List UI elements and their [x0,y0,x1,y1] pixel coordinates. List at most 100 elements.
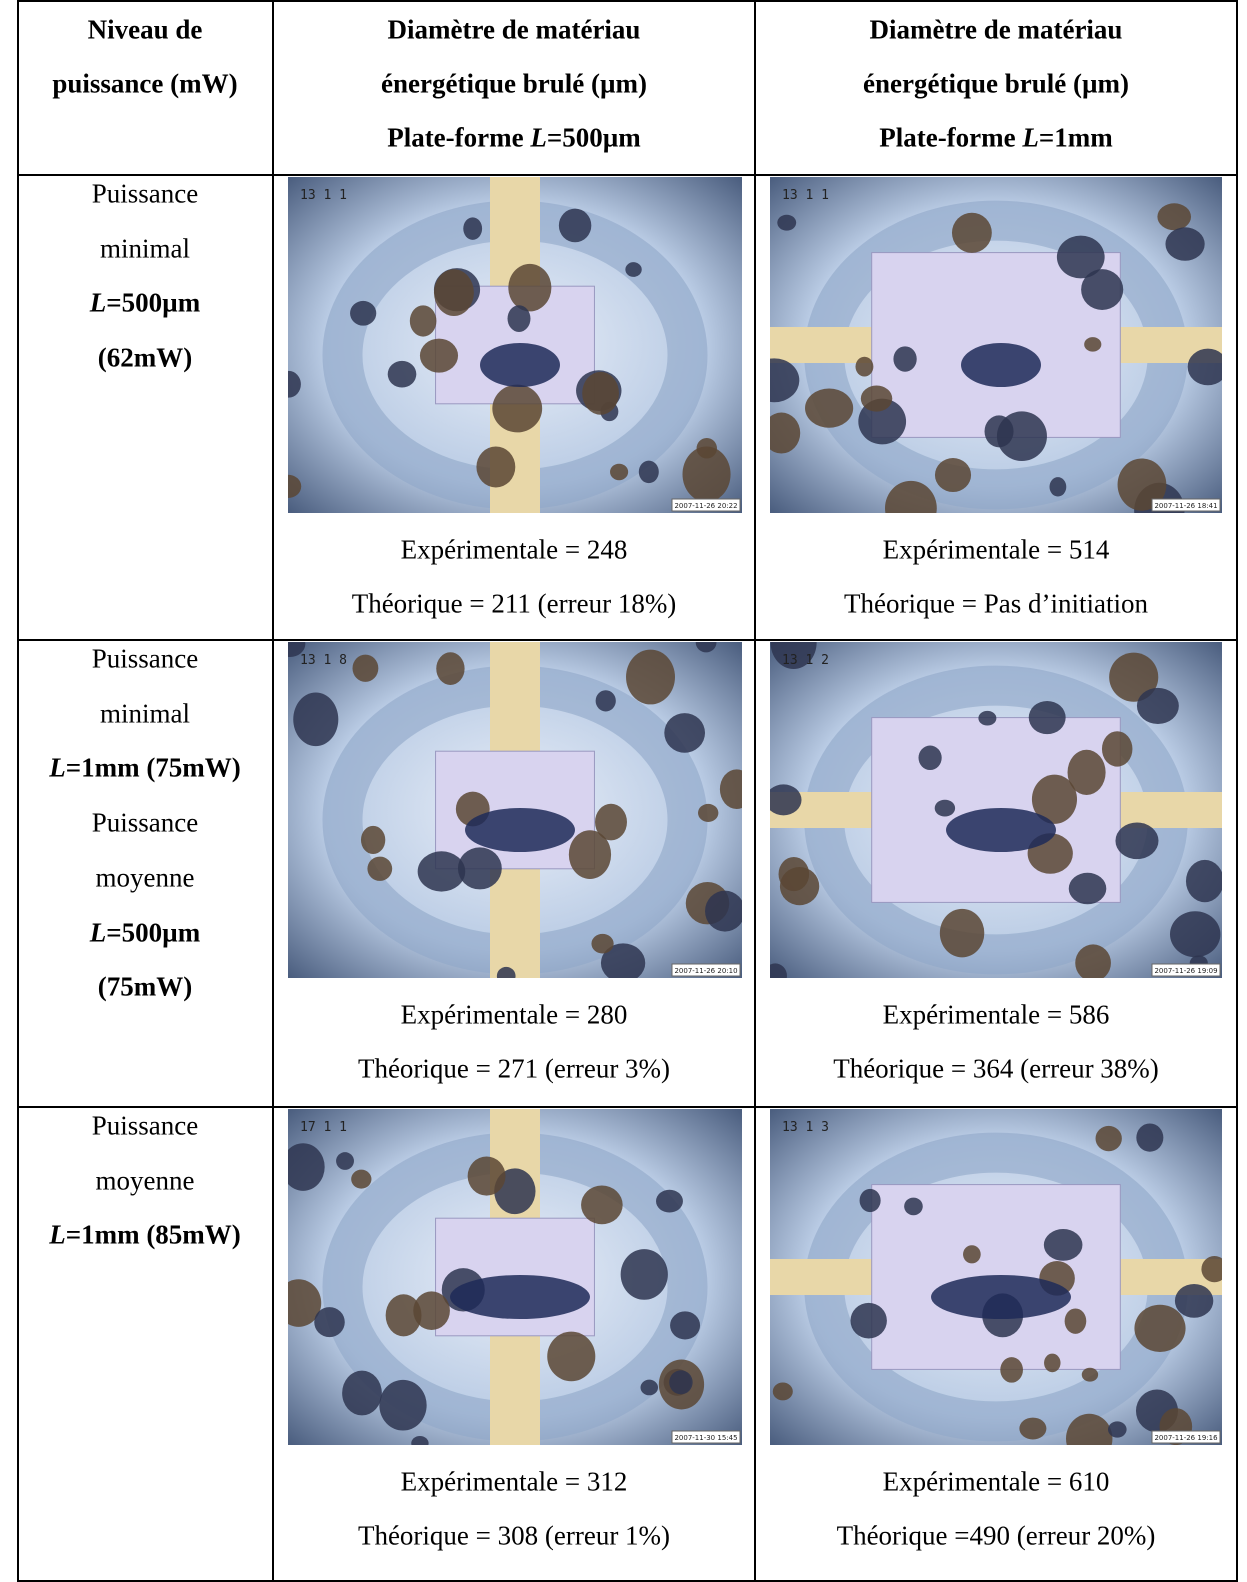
image-id: 17 1 1 [300,1120,347,1135]
particle [1031,774,1078,824]
particle [779,867,820,906]
particle [467,1156,506,1196]
text-line: Expérimentale = 280 [400,999,628,1030]
particle [1095,1125,1122,1152]
particle [457,847,502,890]
particle [1134,1304,1186,1352]
particle [1066,1413,1113,1445]
timestamp: 2007-11-26 19:09 [1154,967,1217,975]
particle [1117,458,1167,511]
particle [496,966,516,978]
particle [770,784,802,816]
burn-mark [931,1275,1071,1319]
table-border [1236,1,1238,1582]
text-line: Puissance [91,1110,199,1141]
text: =500µm [106,287,201,318]
text: L [89,917,107,947]
particle [656,1189,683,1213]
particle [705,890,742,932]
particle [670,1311,701,1340]
particle [682,446,731,502]
table-border [17,174,1238,176]
particle [859,1188,881,1213]
image-id: 13 1 1 [300,188,347,203]
text: =1mm (75mW) [65,752,241,783]
particle [581,1185,623,1225]
text-line: Diamètre de matériau [387,14,641,45]
text: Plate-forme [879,122,1023,153]
particle [1075,944,1111,978]
text-line: (75mW) [97,971,193,1002]
particle [918,745,942,771]
micrograph: 13 1 2 2007-11-26 19:09 [770,642,1222,978]
particle [934,458,972,493]
particle [288,642,306,657]
particle [463,217,483,240]
particle [568,830,612,879]
particle [314,1307,345,1338]
particle [582,371,619,415]
text-line: Expérimentale = 514 [882,534,1110,565]
particle [939,908,985,958]
particle [288,1279,322,1327]
particle [777,214,797,231]
text-line: (62mW) [97,342,193,373]
particle [1081,1367,1099,1382]
text: =500µm [546,122,641,153]
particle [1019,1417,1047,1440]
timestamp: 2007-11-26 20:22 [674,502,737,510]
particle [417,851,466,892]
text: =1mm (85mW) [65,1219,241,1250]
particle [805,388,854,428]
text: =1mm [1038,122,1113,153]
burn-mark [450,1275,590,1319]
text-line: énergétique brulé (µm) [863,68,1129,99]
text-line: Plate-forme L=500µm [387,122,641,153]
particle [595,690,616,712]
particle [664,713,706,753]
particle [409,305,437,337]
particle [1185,859,1222,903]
timestamp-box [1151,1430,1221,1444]
particle [984,415,1014,448]
particle [1136,1123,1164,1152]
text-line: Expérimentale = 248 [400,534,628,565]
timestamp-box [671,963,741,977]
table-border [17,1106,1238,1108]
text-line: Expérimentale = 586 [882,999,1110,1030]
table-border [17,639,1238,641]
particle [1049,477,1067,497]
particle [1000,1357,1023,1383]
particle [855,356,874,377]
particle [436,652,465,685]
particle [1107,1421,1127,1438]
text-line: moyenne [95,1165,195,1196]
particle [697,803,719,822]
particle [1174,1283,1214,1318]
table-border [17,0,1238,2]
micrograph: 13 1 8 2007-11-26 20:10 [288,642,742,978]
particle [288,1143,325,1191]
particle [669,1370,693,1395]
text: =500µm [106,917,201,947]
text-line: énergétique brulé (µm) [381,68,647,99]
timestamp-box [671,1430,741,1444]
text: L [49,752,66,783]
text: L [530,122,547,153]
text-line: Diamètre de matériau [869,14,1123,45]
particle [1044,1353,1061,1373]
timestamp-box [1151,963,1221,977]
particle [1165,227,1205,261]
particle [1101,731,1133,767]
text-line: Théorique = Pas d’initiation [844,588,1148,619]
text-line: minimal [100,233,190,264]
particle [600,943,646,978]
table-border [272,1,274,1582]
particle [626,649,675,705]
particle [350,300,377,326]
particle [770,963,787,978]
particle [293,692,339,747]
particle [288,474,302,499]
text-line: Niveau de [87,14,203,45]
table-border [17,1580,1238,1582]
